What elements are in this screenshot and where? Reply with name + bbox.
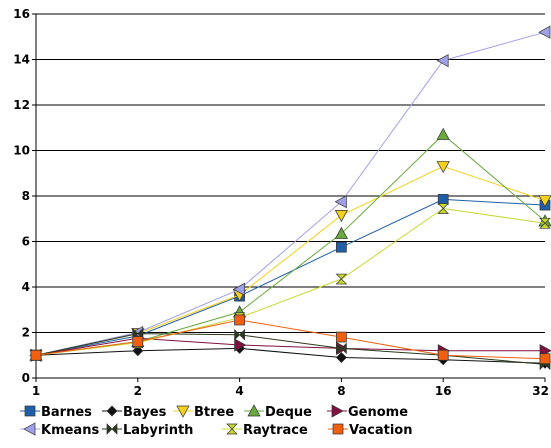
data-point-btree-8	[334, 209, 348, 223]
data-point-kmeans-8	[334, 195, 347, 209]
y-tick-label-2: 2	[22, 326, 30, 340]
data-point-kmeans-32	[538, 25, 551, 39]
data-point-bayes-8	[335, 352, 347, 364]
data-point-deque-16	[436, 127, 450, 140]
data-point-barnes-8	[336, 241, 347, 253]
y-tick-label-4: 4	[22, 280, 30, 294]
y-tick-label-16: 16	[13, 7, 30, 21]
y-tick-label-14: 14	[13, 53, 30, 67]
legend-item-genome: Genome	[327, 404, 408, 420]
series-line-raytrace	[35, 207, 546, 356]
legend-marker-genome	[331, 404, 344, 418]
legend-marker-kmeans	[23, 422, 36, 436]
series-line-labyrinth	[35, 333, 546, 365]
y-tick-label-10: 10	[13, 144, 30, 158]
legend-item-bayes: Bayes	[102, 405, 167, 420]
series-barnes	[30, 194, 551, 361]
data-point-kmeans-16	[436, 54, 449, 68]
y-tick-label-8: 8	[22, 189, 30, 203]
series-line-btree	[35, 165, 546, 356]
legend-label-deque: Deque	[265, 405, 312, 420]
legend-label-labyrinth: Labyrinth	[123, 423, 193, 438]
data-point-vacation-8	[336, 331, 347, 343]
data-point-raytrace-32	[539, 217, 551, 229]
x-tick-label-32: 32	[532, 384, 549, 398]
data-point-vacation-1	[30, 349, 42, 361]
series-labyrinth	[30, 327, 551, 371]
legend-item-kmeans: Kmeans	[20, 422, 99, 438]
series-layer	[29, 25, 551, 371]
x-tick-label-1: 1	[32, 384, 40, 398]
legend-item-barnes: Barnes	[20, 405, 92, 420]
data-point-btree-16	[436, 161, 450, 174]
legend-item-btree: Btree	[173, 405, 234, 420]
data-point-labyrinth-4	[234, 328, 245, 341]
data-point-vacation-4	[234, 314, 245, 326]
grid-lines	[36, 13, 545, 333]
legend-label-vacation: Vacation	[349, 423, 412, 438]
x-tick-label-4: 4	[235, 384, 243, 398]
series-btree	[29, 161, 551, 362]
legend-item-raytrace: Raytrace	[222, 423, 308, 438]
data-point-labyrinth-8	[336, 342, 347, 355]
data-point-vacation-16	[437, 349, 449, 361]
legend-label-btree: Btree	[194, 405, 234, 420]
legend-item-deque: Deque	[244, 404, 312, 420]
series-vacation	[30, 314, 551, 365]
data-point-vacation-2	[132, 336, 144, 347]
data-point-labyrinth-2	[132, 327, 144, 340]
series-line-genome	[35, 337, 545, 356]
data-point-vacation-32	[539, 353, 551, 365]
legend-marker-vacation	[332, 423, 344, 435]
legend-label-barnes: Barnes	[41, 405, 92, 420]
legend-item-vacation: Vacation	[328, 423, 412, 438]
x-tick-label-16: 16	[435, 384, 452, 398]
legend-label-raytrace: Raytrace	[243, 423, 308, 438]
data-point-barnes-16	[437, 194, 449, 205]
data-point-bayes-2	[132, 345, 144, 357]
y-tick-label-0: 0	[22, 371, 30, 385]
legend-item-labyrinth: Labyrinth	[102, 423, 193, 438]
data-point-genome-4	[234, 338, 247, 352]
series-line-bayes	[35, 347, 546, 364]
x-tick-label-8: 8	[337, 384, 345, 398]
legend-marker-deque	[247, 404, 261, 417]
series-raytrace	[30, 203, 551, 361]
series-line-kmeans	[35, 31, 546, 356]
legend-marker-labyrinth	[106, 423, 118, 435]
data-point-deque-8	[334, 226, 348, 239]
x-tick-label-2: 2	[134, 384, 142, 398]
series-line-vacation	[35, 319, 546, 360]
legend-label-genome: Genome	[348, 405, 408, 420]
data-point-raytrace-8	[335, 273, 348, 285]
y-tick-label-6: 6	[22, 235, 30, 249]
series-deque	[29, 127, 551, 361]
y-tick-label-12: 12	[13, 98, 30, 112]
legend-label-bayes: Bayes	[123, 405, 167, 420]
legend-marker-bayes	[106, 405, 118, 417]
legend-marker-barnes	[24, 405, 36, 417]
data-point-raytrace-16	[437, 203, 450, 214]
legend-label-kmeans: Kmeans	[41, 423, 99, 438]
legend-marker-btree	[176, 405, 190, 418]
data-point-kmeans-4	[232, 282, 245, 296]
series-kmeans	[29, 25, 551, 362]
series-line-barnes	[35, 198, 546, 356]
axes	[32, 13, 546, 382]
data-point-btree-32	[538, 195, 551, 208]
legend-marker-raytrace	[226, 423, 238, 435]
legend: Barnes Bayes Btree Deque Genome Kmeans Labyrin…	[20, 404, 412, 438]
